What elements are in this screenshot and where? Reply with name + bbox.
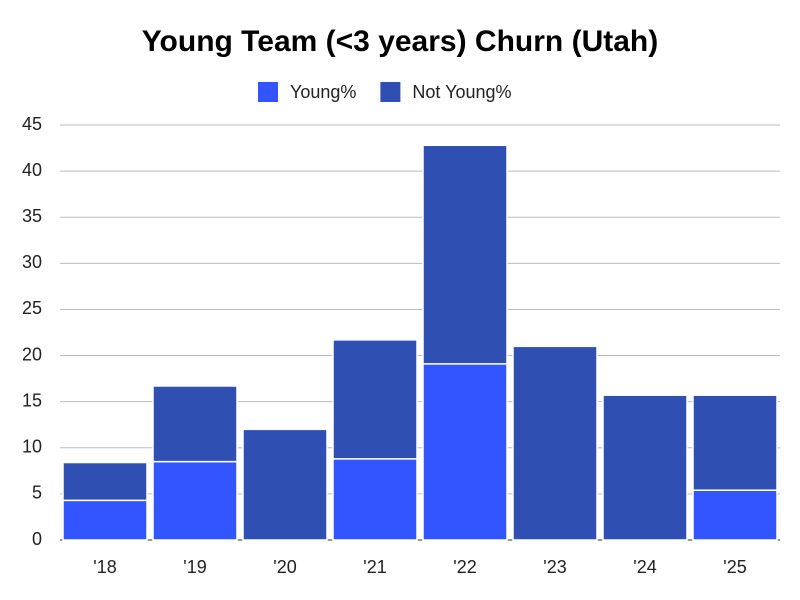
legend-label: Young% [290, 82, 356, 102]
y-tick-label: 0 [32, 529, 42, 549]
bar-segment [602, 394, 688, 541]
bar-segment [422, 363, 508, 541]
y-tick-label: 15 [22, 390, 42, 410]
x-tick-label: '24 [633, 557, 656, 577]
x-tick-label: '25 [723, 557, 746, 577]
bar-segment [152, 385, 238, 463]
bar-segment [332, 458, 418, 541]
y-tick-label: 45 [22, 114, 42, 134]
x-tick-label: '19 [183, 557, 206, 577]
x-tick-label: '18 [93, 557, 116, 577]
x-tick-label: '22 [453, 557, 476, 577]
chart-title: Young Team (<3 years) Churn (Utah) [142, 25, 658, 58]
x-tick-label: '20 [273, 557, 296, 577]
legend-swatch [380, 82, 401, 102]
bar-segment [332, 339, 418, 460]
y-tick-label: 10 [22, 437, 42, 457]
bar-segment [692, 489, 778, 541]
legend-label: Not Young% [412, 82, 511, 102]
bar-segment [692, 394, 778, 491]
bar-segment [152, 460, 238, 541]
y-tick-label: 35 [22, 206, 42, 226]
y-tick-label: 20 [22, 344, 42, 364]
bar-segment [62, 499, 148, 541]
x-tick-label: '23 [543, 557, 566, 577]
bar-segment [422, 144, 508, 365]
x-tick-label: '21 [363, 557, 386, 577]
legend-swatch [258, 82, 278, 102]
y-tick-label: 40 [22, 160, 42, 180]
y-tick-label: 5 [32, 483, 42, 503]
bar-segment [512, 345, 598, 541]
bar-segment [62, 461, 148, 502]
y-tick-label: 30 [22, 252, 42, 272]
y-tick-label: 25 [22, 298, 42, 318]
bar-segment [242, 428, 328, 541]
